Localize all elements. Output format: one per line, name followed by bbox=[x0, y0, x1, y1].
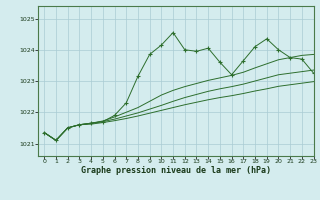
X-axis label: Graphe pression niveau de la mer (hPa): Graphe pression niveau de la mer (hPa) bbox=[81, 166, 271, 175]
